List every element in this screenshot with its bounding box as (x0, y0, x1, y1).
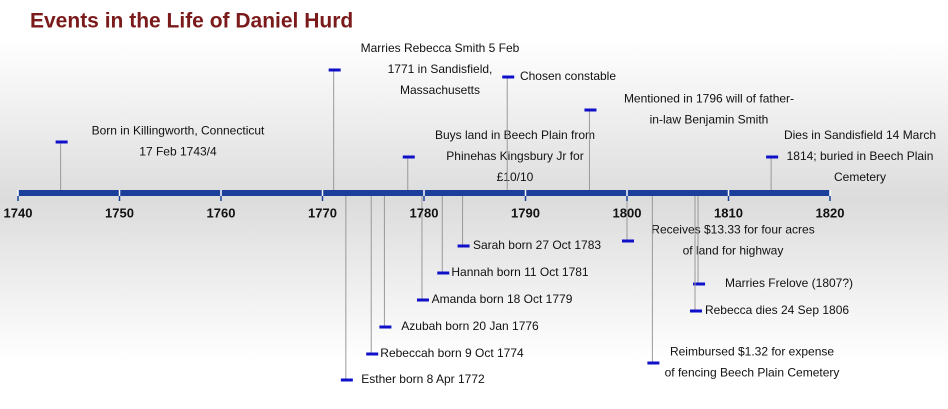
tick-label: 1770 (308, 205, 337, 220)
event-marker (690, 309, 703, 313)
event-label: in-law Benjamin Smith (650, 113, 769, 127)
event-marker (55, 140, 68, 144)
event-marker (457, 244, 470, 248)
event-label: Massachusetts (400, 83, 480, 97)
event-marker (584, 108, 597, 112)
event-label: Marries Rebecca Smith 5 Feb (361, 41, 520, 55)
event-label: Phinehas Kingsbury Jr for (446, 149, 583, 163)
event-label: of land for highway (683, 244, 784, 258)
tick-label: 1780 (410, 205, 439, 220)
event-label: of fencing Beech Plain Cemetery (665, 366, 840, 380)
event-marker (437, 271, 450, 275)
event-label: Born in Killingworth, Connecticut (92, 124, 265, 138)
event-label: Marries Frelove (1807?) (725, 276, 853, 290)
event-marker (328, 68, 341, 72)
tick-label: 1750 (105, 205, 134, 220)
event-label: Reimbursed $1.32 for expense (670, 345, 834, 359)
event-marker (416, 298, 429, 302)
event-label: Mentioned in 1796 will of father- (624, 92, 794, 106)
event-label: Amanda born 18 Oct 1779 (432, 292, 573, 306)
event-marker (693, 282, 706, 286)
event-marker (340, 378, 353, 382)
event-marker (402, 155, 415, 159)
event-marker (366, 352, 379, 356)
event-label: £10/10 (497, 170, 534, 184)
event-marker (766, 155, 779, 159)
event-label: Cemetery (834, 170, 886, 184)
background-band (0, 40, 948, 360)
event-label: 17 Feb 1743/4 (139, 145, 217, 159)
event-label: Dies in Sandisfield 14 March (784, 128, 936, 142)
tick-label: 1740 (4, 205, 33, 220)
tick-label: 1810 (714, 205, 743, 220)
event-marker (379, 325, 392, 329)
event-label: 1814; buried in Beech Plain (787, 149, 934, 163)
event-label: Chosen constable (520, 69, 616, 83)
event-label: Receives $13.33 for four acres (651, 223, 814, 237)
event-label: Esther born 8 Apr 1772 (361, 372, 485, 386)
tick-label: 1820 (816, 205, 845, 220)
event-label: Sarah born 27 Oct 1783 (473, 238, 601, 252)
event-label: 1771 in Sandisfield, (388, 62, 493, 76)
event-label: Rebecca dies 24 Sep 1806 (705, 303, 849, 317)
tick-label: 1800 (613, 205, 642, 220)
chart-title: Events in the Life of Daniel Hurd (30, 10, 353, 33)
event-label: Buys land in Beech Plain from (435, 128, 595, 142)
tick-label: 1760 (207, 205, 236, 220)
event-label: Hannah born 11 Oct 1781 (451, 265, 589, 279)
event-label: Rebeccah born 9 Oct 1774 (380, 346, 524, 360)
event-marker (622, 239, 634, 243)
event-marker (647, 361, 660, 365)
tick-label: 1790 (511, 205, 540, 220)
event-label: Azubah born 20 Jan 1776 (401, 319, 539, 333)
event-marker (502, 75, 515, 79)
